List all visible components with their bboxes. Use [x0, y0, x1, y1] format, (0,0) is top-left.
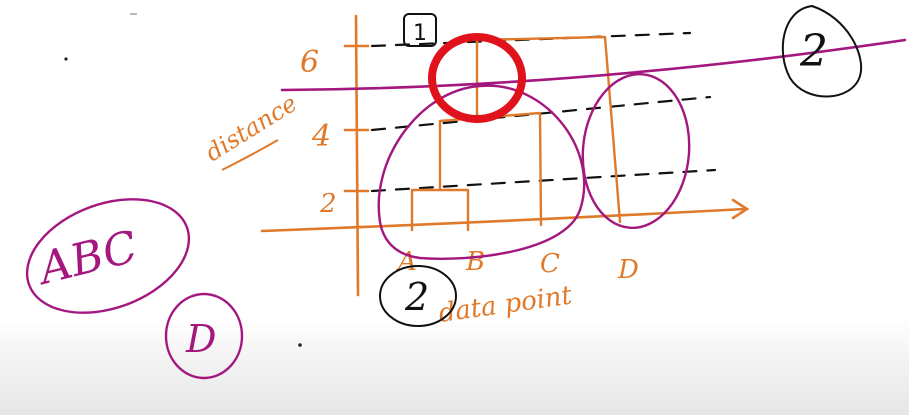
axis-label-underline [221, 139, 279, 171]
cut-line [280, 38, 907, 92]
cluster-abc-outline [377, 84, 586, 261]
dashed-line-6 [370, 31, 692, 48]
cut-point-highlight [428, 33, 526, 123]
axis-label-data-point: data point [437, 280, 575, 328]
y-tick-label-4: 4 [311, 119, 331, 154]
x-label-c: C [540, 249, 560, 279]
stray-dot [64, 57, 68, 61]
marker-2-bottom-circle [379, 265, 457, 327]
group-d-circle [164, 292, 244, 380]
marker-2-bottom-label: 2 [404, 275, 429, 319]
marker-1-box [403, 13, 437, 47]
marker-2-top-label: 2 [799, 26, 828, 77]
axes [260, 14, 750, 297]
cluster-outlines [377, 72, 691, 261]
dashed-line-2 [370, 168, 717, 193]
cluster-d-outline [581, 72, 691, 230]
y-tick-label-6: 6 [300, 45, 319, 80]
x-label-b: B [465, 247, 485, 277]
group-abc-circle [25, 198, 191, 314]
x-label-d: D [617, 255, 639, 285]
merge-ab-c [438, 111, 543, 227]
marker-2-top-circle [781, 4, 863, 98]
y-tick-label-2: 2 [319, 189, 337, 219]
x-axis-arrowhead [731, 198, 750, 220]
y-axis [354, 14, 360, 297]
stray-dot [298, 343, 302, 347]
x-axis [260, 207, 747, 233]
merge-abc-d [475, 35, 622, 224]
group-d-label: D [185, 317, 216, 361]
marker-1-label: 1 [413, 21, 427, 46]
